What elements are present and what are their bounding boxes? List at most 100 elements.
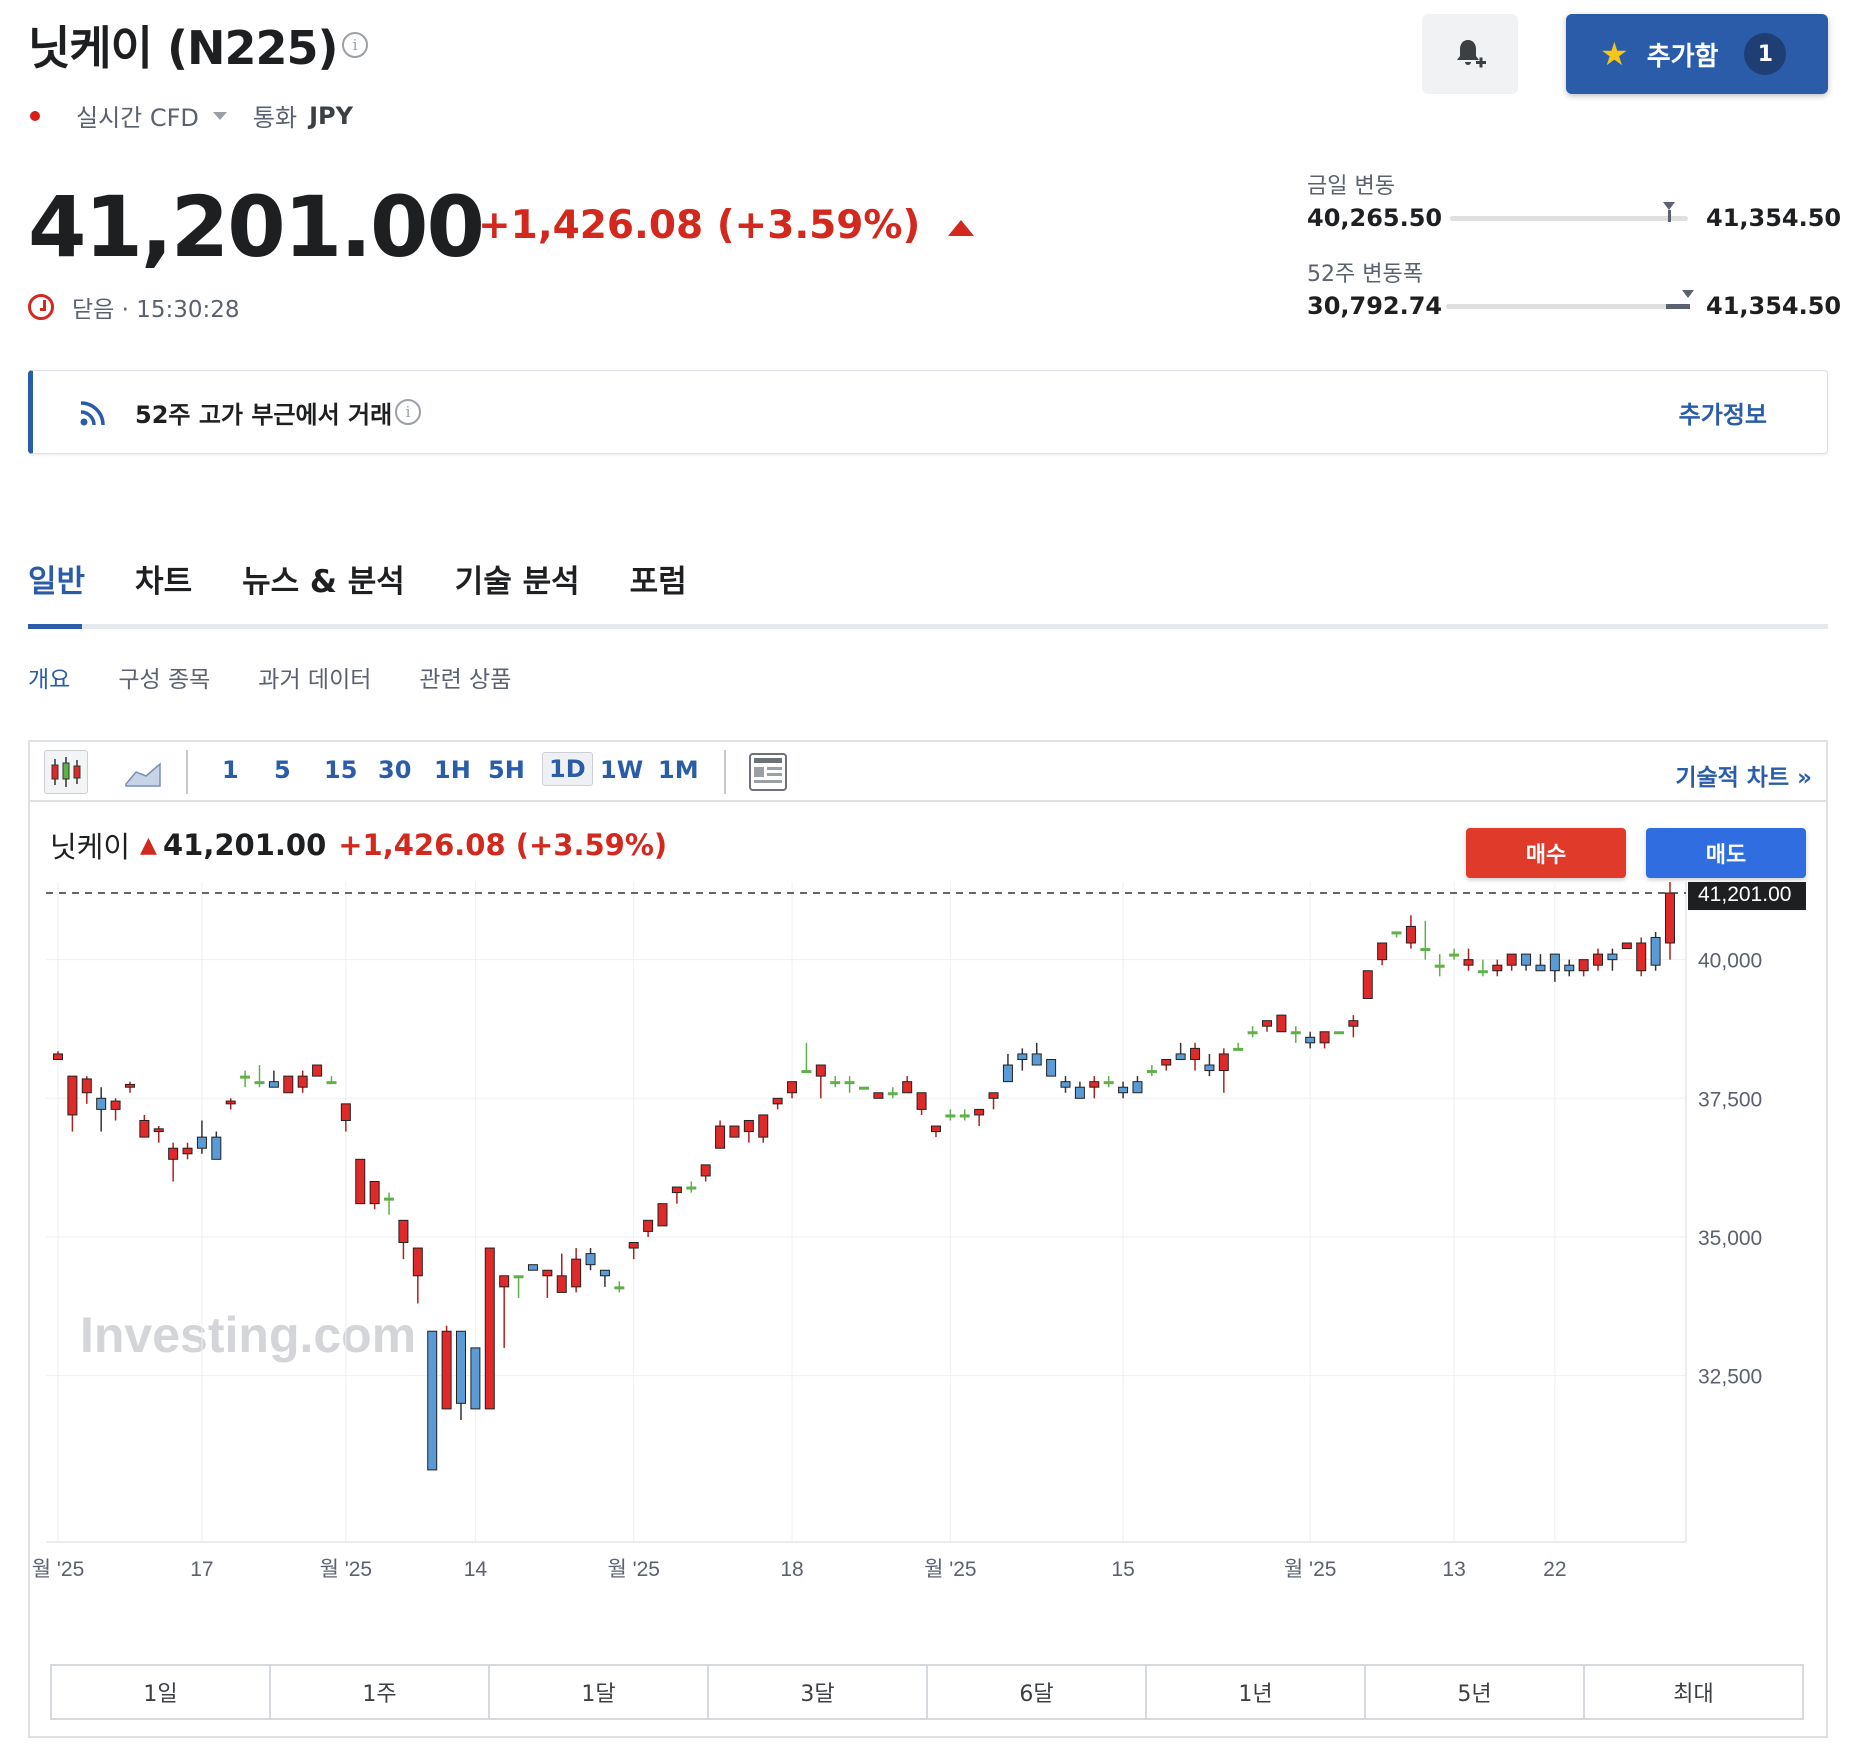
info-icon[interactable]: i: [342, 32, 368, 58]
candle-body: [1089, 1081, 1100, 1088]
range-3m[interactable]: 3달: [709, 1666, 928, 1718]
subtab-related[interactable]: 관련 상품: [419, 667, 512, 693]
candle-body: [1521, 953, 1532, 966]
timeframe-30[interactable]: 30: [378, 756, 412, 784]
candle-body: [628, 1242, 639, 1249]
candle-body: [959, 1114, 970, 1118]
candle-body: [340, 1103, 351, 1121]
range-1w[interactable]: 1주: [271, 1666, 490, 1718]
tab-forum[interactable]: 포럼: [629, 564, 687, 600]
chart-change: +1,426.08 (+3.59%): [338, 828, 668, 862]
timeframe-1[interactable]: 1: [222, 756, 239, 784]
clock-icon: [28, 294, 54, 320]
candlestick-type-button[interactable]: [44, 750, 88, 794]
candle-body: [1046, 1058, 1057, 1077]
info-icon[interactable]: i: [395, 399, 421, 425]
candle-body: [1578, 959, 1589, 972]
candle-body: [355, 1158, 366, 1205]
layout-button[interactable]: [748, 752, 788, 796]
candle-body: [398, 1219, 409, 1244]
alert-banner: 52주 고가 부근에서 거래 i 추가정보: [28, 370, 1828, 454]
range-max[interactable]: 최대: [1673, 1682, 1714, 1707]
watchlist-button[interactable]: ★ 추가함 1: [1566, 14, 1828, 94]
candle-body: [268, 1081, 279, 1088]
tab-news[interactable]: 뉴스 & 분석: [242, 564, 405, 600]
feed-type-selector[interactable]: 실시간 CFD: [76, 98, 227, 133]
candle-body: [815, 1064, 826, 1077]
candlestick-chart[interactable]: Investing.com 40,000 37,500 35,000 32,500 월 …: [30, 882, 1826, 1652]
buy-button[interactable]: 매수: [1466, 828, 1626, 878]
chart-toolbar: 1 5 15 30 1H 5H 1D 1W 1M 기술적 차트 »: [30, 742, 1826, 802]
range-1d[interactable]: 1일: [52, 1666, 271, 1718]
candle-body: [887, 1092, 898, 1096]
candle-body: [1492, 964, 1503, 972]
tab-overview[interactable]: 일반: [28, 564, 86, 600]
tab-technical[interactable]: 기술 분석: [454, 564, 580, 600]
candle-body: [1233, 1047, 1244, 1051]
candle-body: [1175, 1053, 1186, 1060]
candle-body: [153, 1128, 164, 1133]
area-type-button[interactable]: [124, 754, 164, 794]
candle-body: [1434, 964, 1445, 968]
candle-body: [81, 1078, 92, 1094]
candle-body: [787, 1081, 798, 1094]
candle-body: [326, 1081, 337, 1085]
x-tick-label: 월 '25: [1284, 1558, 1337, 1581]
candle-body: [1118, 1086, 1129, 1094]
candle-body: [441, 1330, 452, 1410]
x-tick-label: 월 '25: [607, 1558, 660, 1581]
watermark: Investing.com: [80, 1307, 416, 1363]
candle-body: [196, 1136, 207, 1149]
candle-body: [772, 1097, 783, 1105]
range-1m[interactable]: 1달: [490, 1666, 709, 1718]
candle-body: [110, 1100, 121, 1110]
candle-body: [758, 1114, 769, 1138]
subtab-components[interactable]: 구성 종목: [118, 667, 211, 693]
x-tick-label: 월 '25: [32, 1558, 85, 1581]
range-5y[interactable]: 5년: [1366, 1666, 1585, 1718]
timeframe-5h[interactable]: 5H: [488, 756, 525, 784]
caret-down-icon: [212, 111, 227, 120]
candle-body: [470, 1347, 481, 1410]
timeframe-1w[interactable]: 1W: [600, 756, 644, 784]
technical-chart-link[interactable]: 기술적 차트 »: [1675, 765, 1812, 791]
tab-chart[interactable]: 차트: [135, 564, 193, 600]
candle-body: [1031, 1053, 1042, 1066]
sub-tabs: 개요 구성 종목 과거 데이터 관련 상품: [28, 660, 559, 694]
range-1y[interactable]: 1년: [1147, 1666, 1366, 1718]
add-alert-button[interactable]: [1422, 14, 1518, 94]
candle-body: [1276, 1014, 1287, 1033]
candle-body: [1621, 942, 1632, 950]
last-price-badge: [1688, 882, 1806, 911]
candle-body: [1564, 964, 1575, 972]
range-6m[interactable]: 6달: [928, 1666, 1147, 1718]
subtab-historical[interactable]: 과거 데이터: [258, 667, 372, 693]
timeframe-5[interactable]: 5: [274, 756, 291, 784]
subtab-summary[interactable]: 개요: [28, 667, 71, 693]
chart-instrument-name: 닛케이: [50, 830, 131, 864]
candle-body: [53, 1053, 63, 1060]
candle-body: [1319, 1031, 1330, 1044]
more-info-link[interactable]: 추가정보: [1678, 401, 1767, 429]
x-tick-label: 18: [780, 1558, 803, 1581]
candle-body: [1377, 942, 1388, 961]
timeframe-1d[interactable]: 1D: [542, 752, 593, 786]
timeframe-1m[interactable]: 1M: [658, 756, 699, 784]
week52-range-label: 52주 변동폭: [1307, 262, 1423, 287]
candle-body: [1333, 1031, 1344, 1035]
candle-body: [225, 1100, 236, 1105]
timeframe-15[interactable]: 15: [324, 756, 358, 784]
sell-button[interactable]: 매도: [1646, 828, 1806, 878]
toolbar-separator: [724, 750, 726, 794]
candle-body: [643, 1219, 654, 1232]
last-price: 41,201.00: [28, 178, 485, 276]
timeframe-1h[interactable]: 1H: [434, 756, 471, 784]
candle-body: [1204, 1064, 1215, 1072]
candle-body: [686, 1186, 697, 1190]
candle-body: [1463, 959, 1474, 966]
y-tick-label: 35,000: [1698, 1227, 1762, 1250]
candle-body: [859, 1086, 869, 1090]
candle-body: [96, 1097, 107, 1110]
candle-body: [542, 1269, 553, 1277]
quote-meta: 실시간 CFD 통화 JPY: [30, 98, 353, 133]
